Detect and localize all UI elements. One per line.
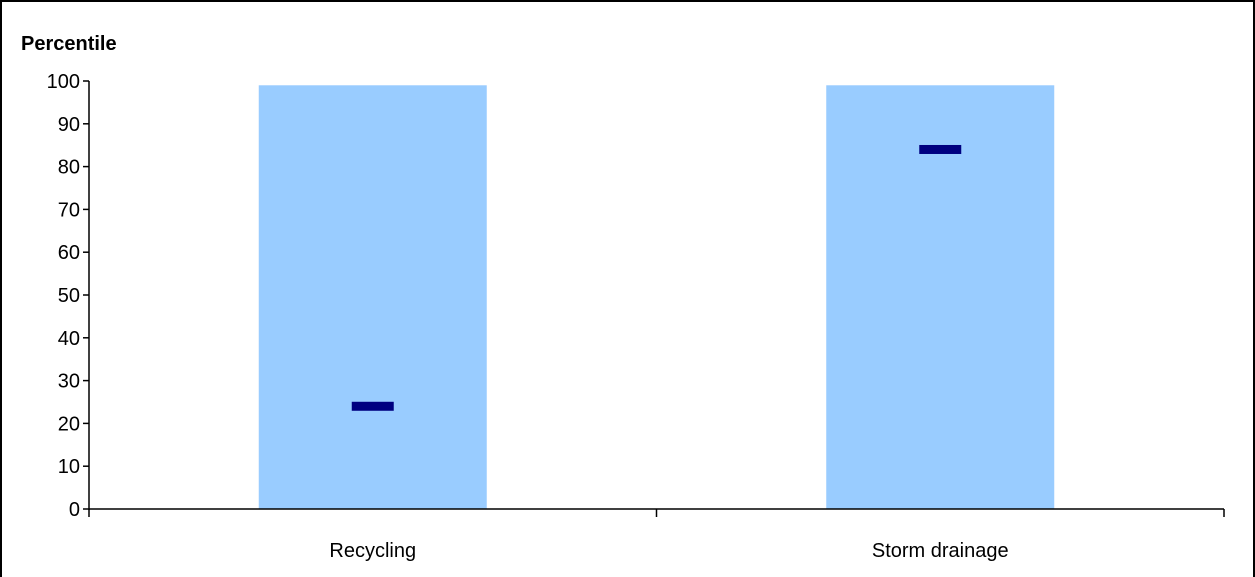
y-tick-label-1: 10	[58, 456, 80, 478]
bar-1	[826, 85, 1055, 509]
x-tick-label-0: Recycling	[329, 540, 416, 562]
y-axis-label: Percentile	[21, 33, 117, 55]
y-tick-label-0: 0	[69, 499, 80, 521]
marker-0	[351, 401, 394, 411]
y-tick-label-5: 50	[58, 285, 80, 307]
x-tick-label-1: Storm drainage	[872, 540, 1009, 562]
y-tick-label-10: 100	[47, 71, 80, 93]
y-tick-label-6: 60	[58, 242, 80, 264]
marker-1	[919, 144, 962, 154]
bar-0	[258, 85, 487, 509]
y-tick-label-8: 80	[58, 157, 80, 179]
y-tick-label-7: 70	[58, 199, 80, 221]
y-tick-label-4: 40	[58, 328, 80, 350]
y-tick-label-3: 30	[58, 371, 80, 393]
y-tick-label-2: 20	[58, 413, 80, 435]
y-tick-label-9: 90	[58, 114, 80, 136]
